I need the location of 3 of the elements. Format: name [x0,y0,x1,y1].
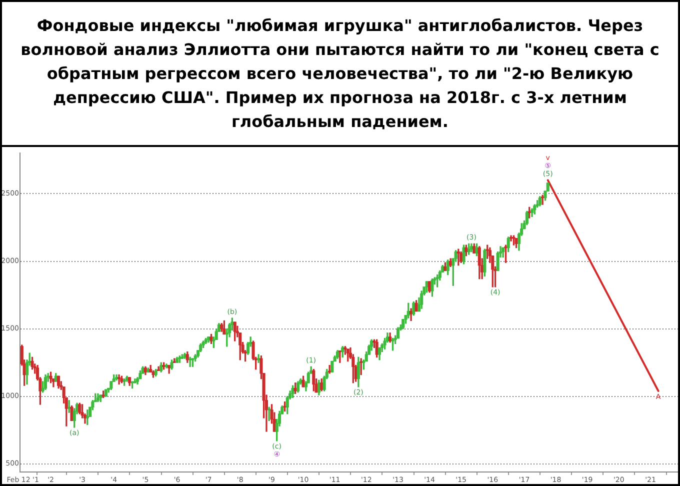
candlestick [118,374,121,385]
chart-title: Фондовые индексы "любимая игрушка" антиглобалистов. Через волновой анализ Эллиотта они пытаются найти то ли "конец света с обратным регрессом всего человечества", то ли "2-ю Великую депрессию США". Пример их прогноза на 2018г. с 3-х летним глобальным падением. [2,2,678,147]
candlestick [328,364,332,374]
